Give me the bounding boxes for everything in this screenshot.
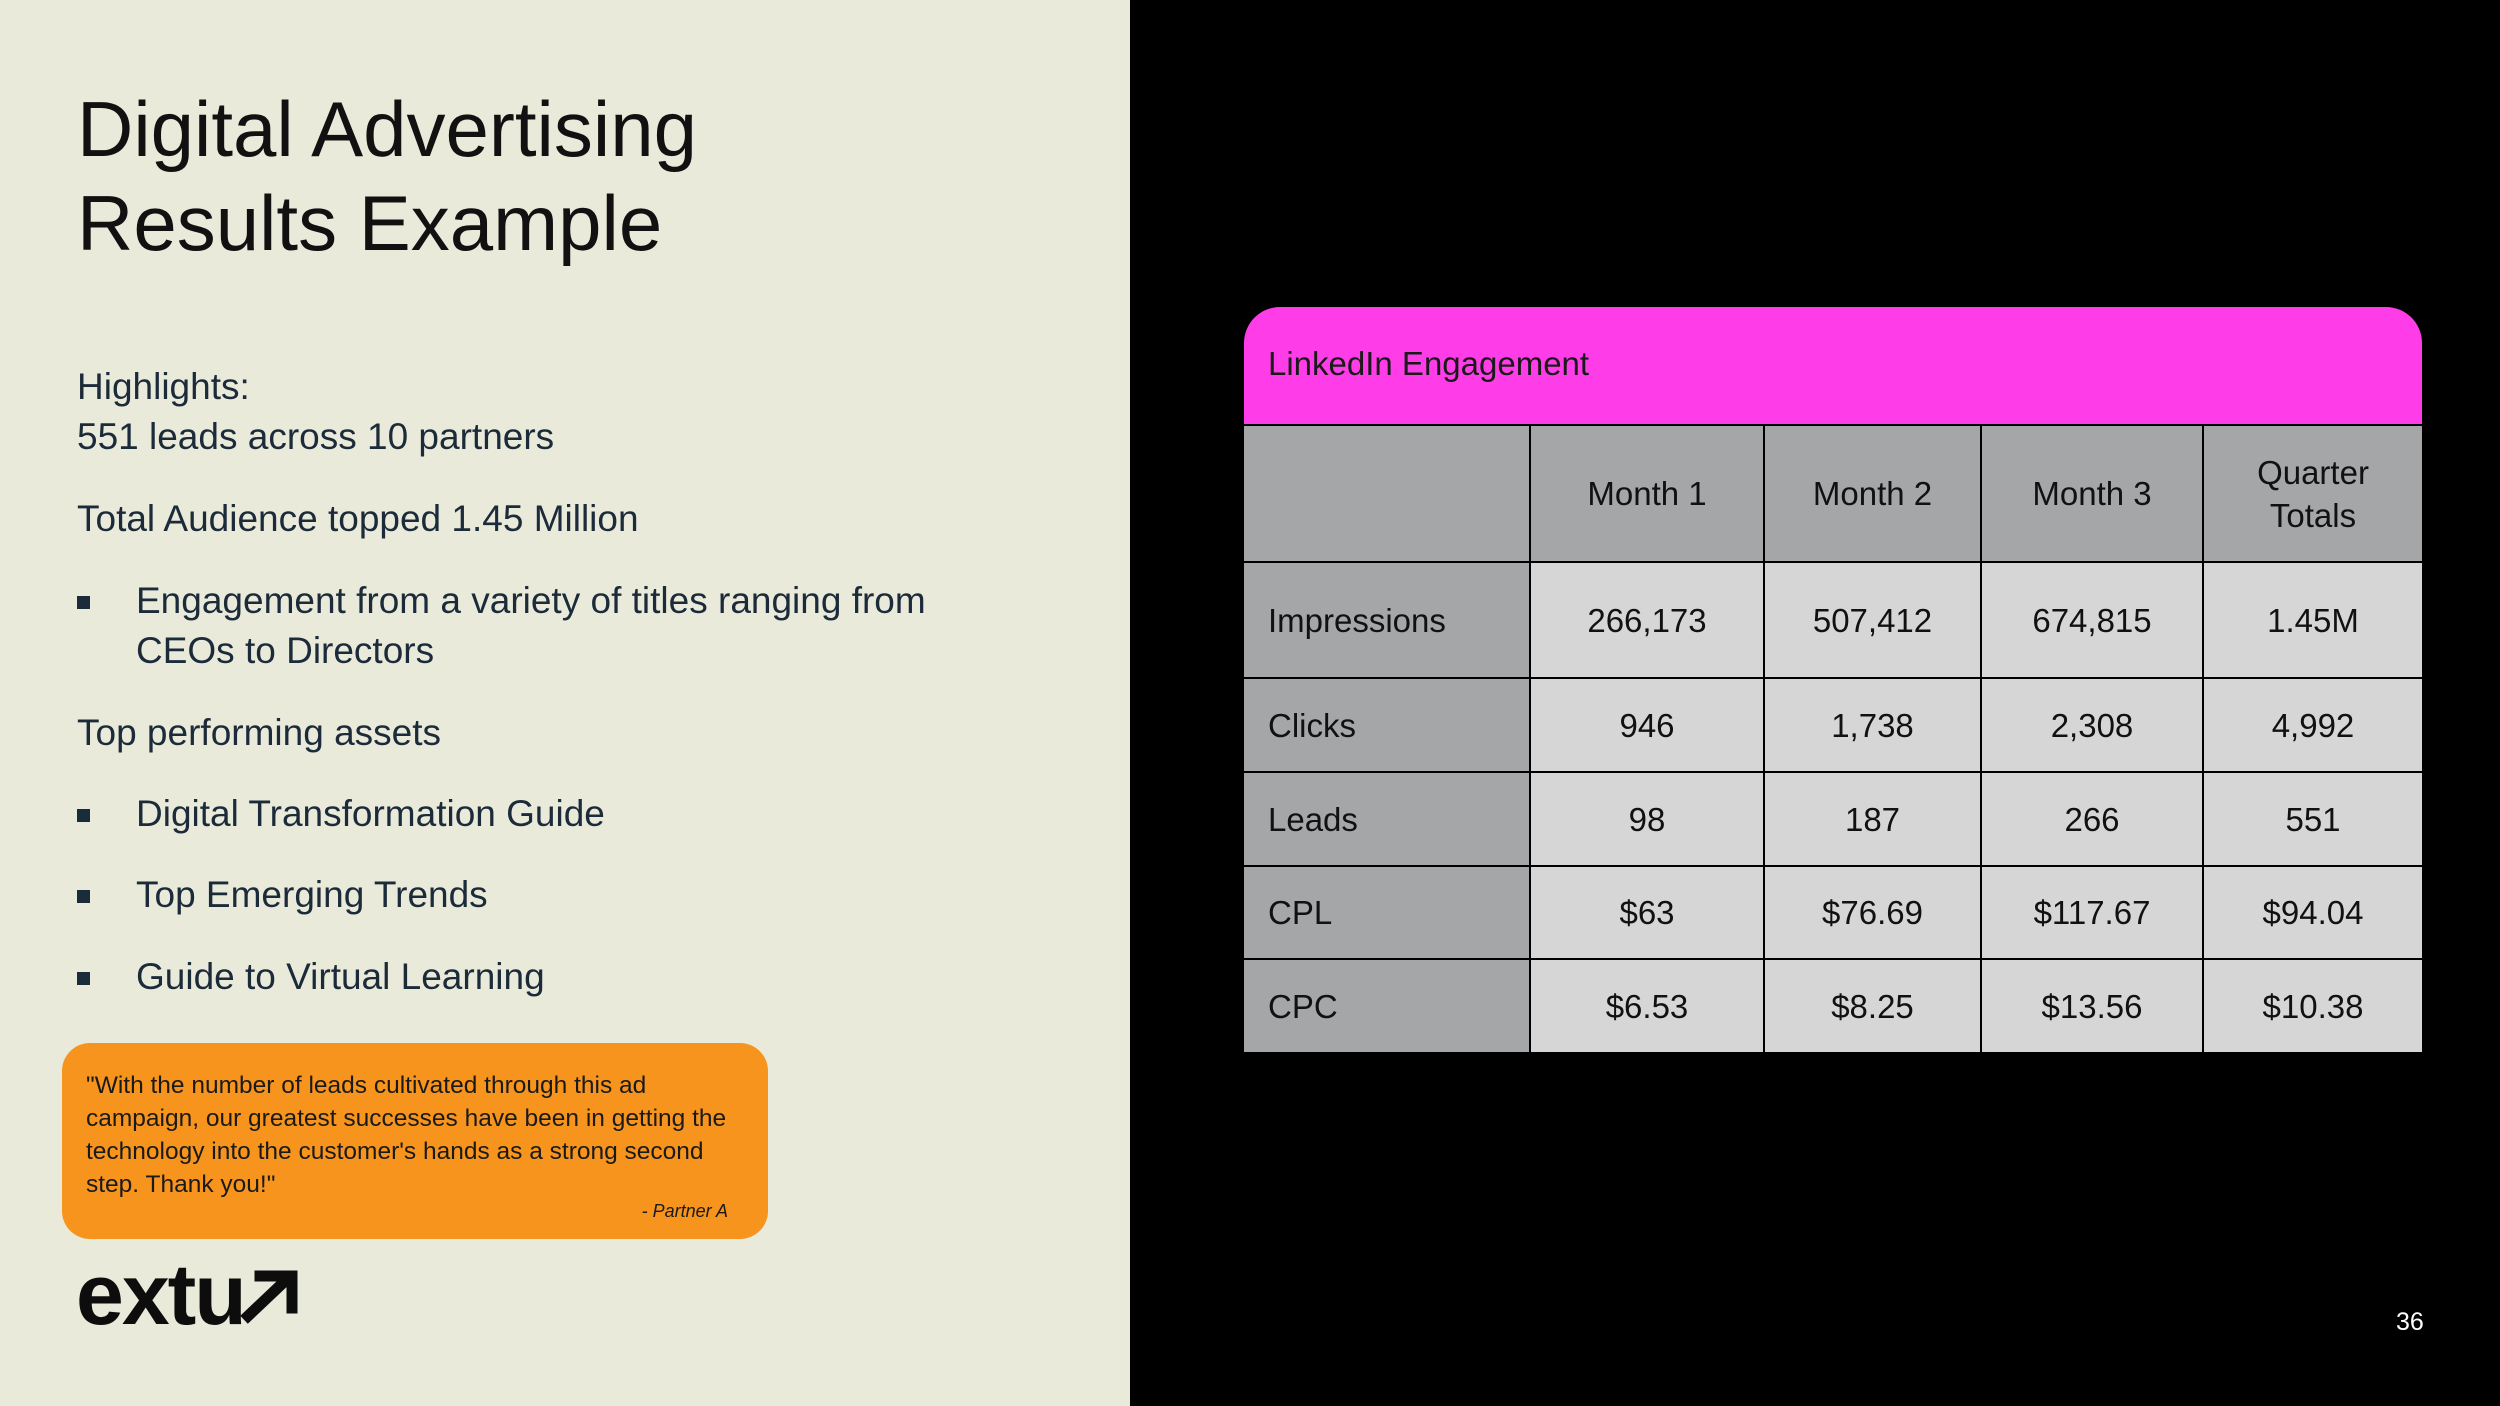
linkedin-engagement-table: LinkedIn Engagement Month 1 Month 2 Month …	[1244, 307, 2422, 1052]
table-cell: $8.25	[1765, 960, 1980, 1052]
testimonial-attribution: - Partner A	[641, 1201, 728, 1221]
table-row-header: CPC	[1244, 960, 1529, 1052]
highlights-heading: Highlights:	[77, 366, 250, 407]
arrow-up-right-icon	[240, 1270, 298, 1324]
page-number: 36	[2396, 1308, 2424, 1336]
testimonial-quote: "With the number of leads cultivated thr…	[86, 1072, 727, 1198]
table-cell: $6.53	[1531, 960, 1763, 1052]
table-cell: $63	[1531, 867, 1763, 958]
asset-item: Top Emerging Trends	[136, 874, 488, 915]
table-title: LinkedIn Engagement	[1268, 345, 1590, 382]
bullet-icon	[77, 596, 90, 609]
table-header-bar: LinkedIn Engagement	[1244, 307, 2422, 424]
table-row-header: Clicks	[1244, 679, 1529, 771]
table-column-header: Month 3	[1982, 426, 2202, 561]
table-cell: 2,308	[1982, 679, 2202, 771]
table-column-header: Quarter Totals	[2204, 426, 2422, 561]
table-cell: 946	[1531, 679, 1763, 771]
testimonial-callout: "With the number of leads cultivated thr…	[62, 1043, 768, 1239]
slide-title-line-1: Digital Advertising	[77, 85, 697, 173]
table-row-header: Impressions	[1244, 563, 1529, 677]
asset-item: Digital Transformation Guide	[136, 793, 605, 834]
company-logo: extu	[76, 1247, 247, 1343]
table-corner-cell	[1244, 426, 1529, 561]
table-cell: 4,992	[2204, 679, 2422, 771]
table-row-header: Leads	[1244, 773, 1529, 865]
table-cell: $94.04	[2204, 867, 2422, 958]
table-column-header: Month 2	[1765, 426, 1980, 561]
table-cell: 187	[1765, 773, 1980, 865]
table-cell: $13.56	[1982, 960, 2202, 1052]
table-cell: $117.67	[1982, 867, 2202, 958]
table-cell: 266,173	[1531, 563, 1763, 677]
table-cell: 674,815	[1982, 563, 2202, 677]
table-row-header: CPL	[1244, 867, 1529, 958]
engagement-bullet-line-2: CEOs to Directors	[136, 630, 435, 671]
assets-heading: Top performing assets	[77, 712, 442, 753]
asset-item: Guide to Virtual Learning	[136, 956, 545, 997]
slide-title-line-2: Results Example	[77, 179, 663, 267]
bullet-icon	[77, 809, 90, 822]
table-cell: $10.38	[2204, 960, 2422, 1052]
table-cell: $76.69	[1765, 867, 1980, 958]
audience-summary: Total Audience topped 1.45 Million	[77, 498, 639, 539]
bullet-icon	[77, 890, 90, 903]
bullet-icon	[77, 972, 90, 985]
table-cell: 1,738	[1765, 679, 1980, 771]
slide-title: Digital Advertising Results Example	[77, 82, 977, 270]
table-cell: 551	[2204, 773, 2422, 865]
table-column-header: Month 1	[1531, 426, 1763, 561]
table-cell: 1.45M	[2204, 563, 2422, 677]
table-cell: 98	[1531, 773, 1763, 865]
table-cell: 507,412	[1765, 563, 1980, 677]
leads-summary: 551 leads across 10 partners	[77, 416, 555, 457]
table-cell: 266	[1982, 773, 2202, 865]
engagement-bullet-line-1: Engagement from a variety of titles rang…	[136, 580, 926, 621]
